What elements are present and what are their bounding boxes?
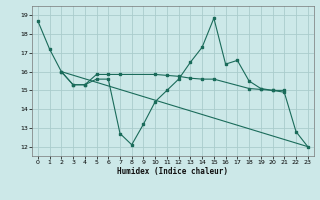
X-axis label: Humidex (Indice chaleur): Humidex (Indice chaleur): [117, 167, 228, 176]
